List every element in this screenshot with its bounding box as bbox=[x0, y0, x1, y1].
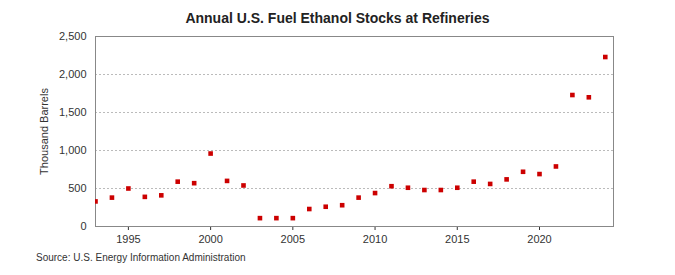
svg-text:0: 0 bbox=[80, 220, 86, 232]
svg-text:Thousand Barrels: Thousand Barrels bbox=[38, 88, 50, 175]
svg-text:2010: 2010 bbox=[363, 233, 387, 245]
svg-text:1,500: 1,500 bbox=[59, 106, 87, 118]
svg-text:2,000: 2,000 bbox=[59, 68, 87, 80]
svg-text:2000: 2000 bbox=[198, 233, 222, 245]
svg-text:500: 500 bbox=[68, 182, 86, 194]
html-text:Annual U.S. Fuel Ethanol Stock: Annual U.S. Fuel Ethanol Stocks at Refin… bbox=[185, 10, 490, 26]
svg-text:1,000: 1,000 bbox=[59, 144, 87, 156]
svg-text:2020: 2020 bbox=[527, 233, 551, 245]
html-text:Source: U.S. Energy Informatio: Source: U.S. Energy Information Administ… bbox=[36, 252, 246, 263]
svg-text:2015: 2015 bbox=[445, 233, 469, 245]
svg-text:2005: 2005 bbox=[281, 233, 305, 245]
svg-text:2,500: 2,500 bbox=[59, 30, 87, 42]
svg-text:1995: 1995 bbox=[116, 233, 140, 245]
